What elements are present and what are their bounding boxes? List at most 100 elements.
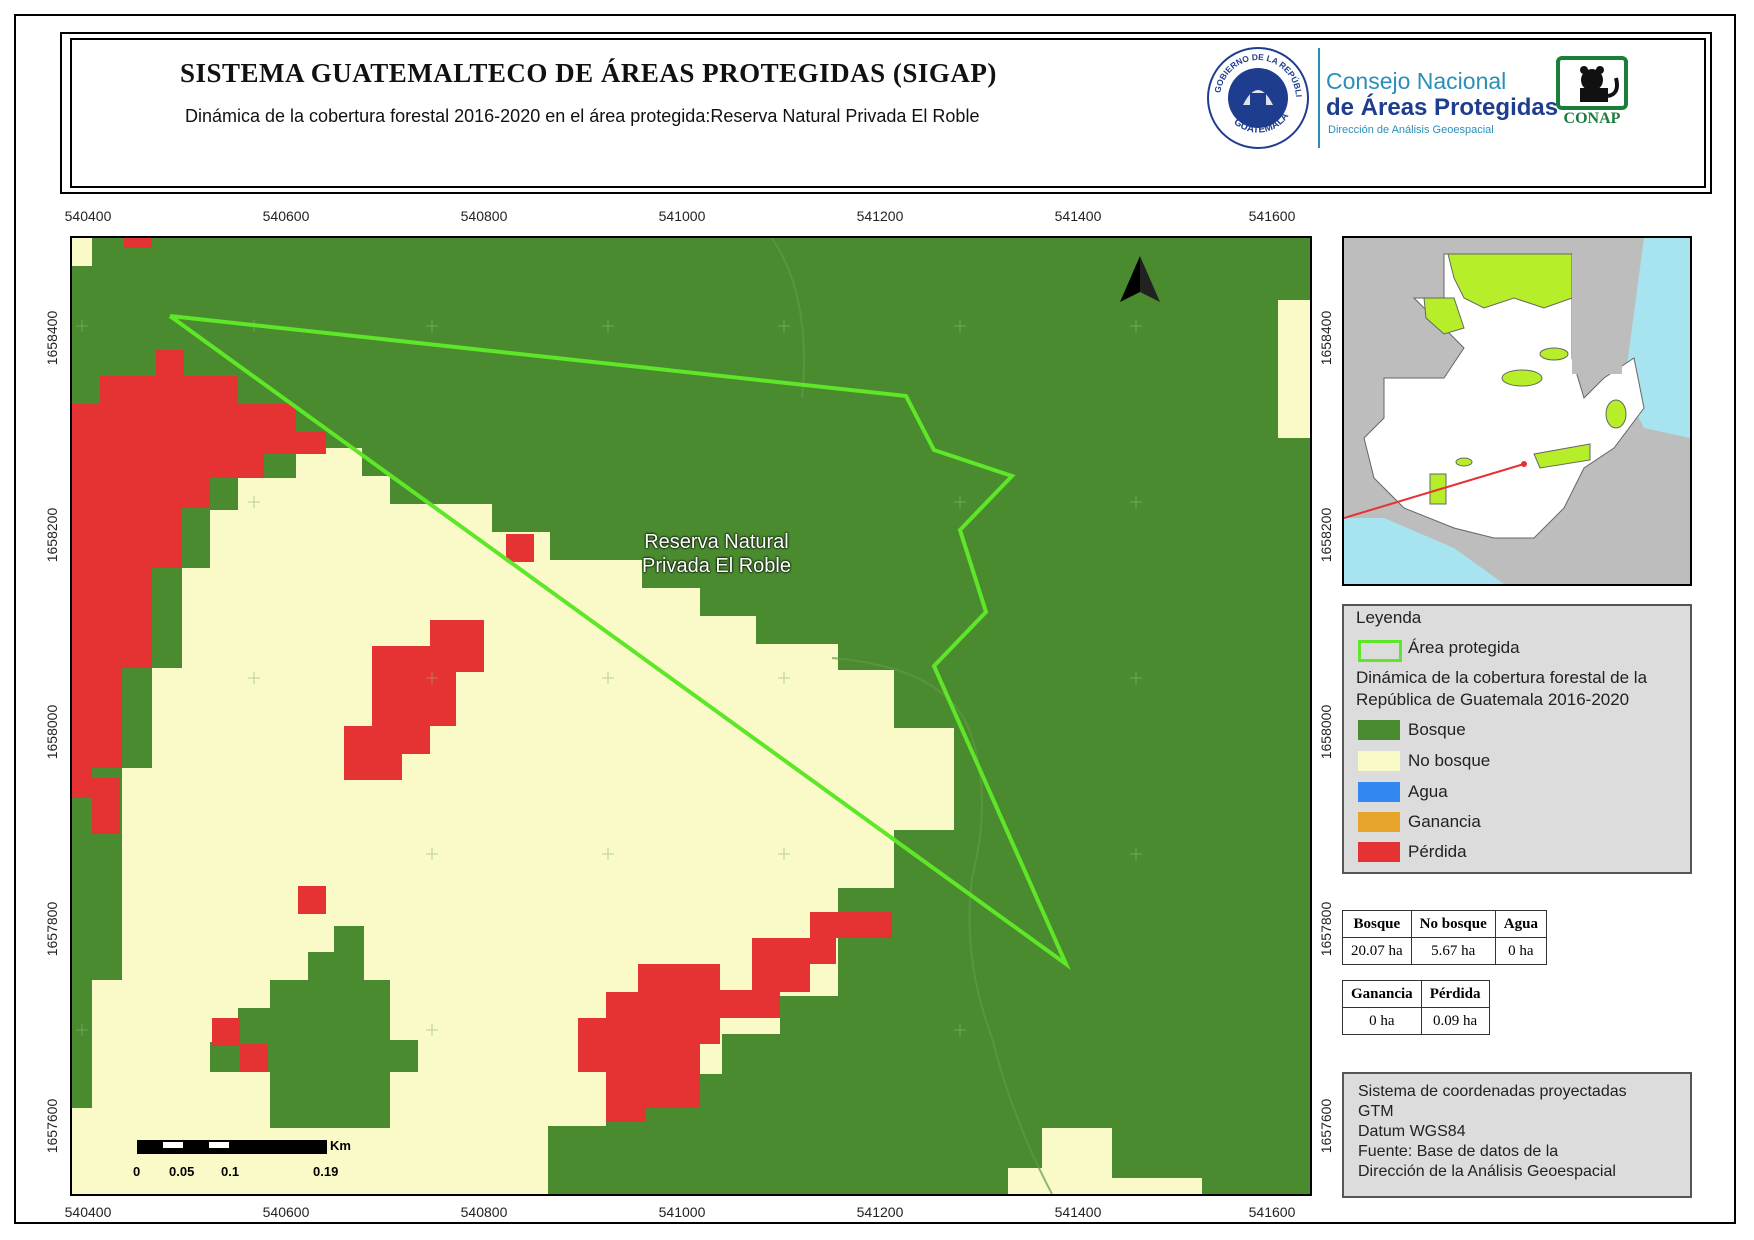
x-tick-top: 541400 <box>1054 208 1102 224</box>
stats-table-1: Bosque No bosque Agua 20.07 ha 5.67 ha 0… <box>1342 910 1547 965</box>
x-tick-top: 540800 <box>460 208 508 224</box>
locator-map-canvas <box>1344 238 1690 584</box>
stats-value: 5.67 ha <box>1410 937 1496 965</box>
x-tick-top: 541200 <box>856 208 904 224</box>
perdida-region <box>506 534 534 562</box>
y-tick-left: 1658200 <box>44 507 60 563</box>
stats-value: 20.07 ha <box>1342 937 1412 965</box>
note-line: Datum WGS84 <box>1358 1123 1466 1140</box>
conap-jaguar-logo <box>1556 56 1628 110</box>
stats-table-2: Ganancia Pérdida 0 ha 0.09 ha <box>1342 980 1490 1035</box>
legend-label: Agua <box>1408 782 1448 801</box>
y-tick-left: 1658000 <box>44 704 60 760</box>
scale-label: 0.1 <box>221 1164 240 1179</box>
header-box <box>70 38 1706 188</box>
y-tick-right: 1658400 <box>1318 310 1334 366</box>
x-tick-top: 541600 <box>1248 208 1296 224</box>
map-canvas <box>72 238 1310 1194</box>
y-tick-left: 1658400 <box>44 310 60 366</box>
conap-name-line1: Consejo Nacional <box>1326 68 1507 94</box>
legend-label: Bosque <box>1408 720 1466 739</box>
note-line: GTM <box>1358 1103 1394 1120</box>
area-label-line1: Reserva Natural <box>644 531 789 553</box>
perdida-region <box>124 238 152 248</box>
legend-swatch-area <box>1358 640 1402 662</box>
x-tick-top: 540400 <box>64 208 112 224</box>
scale-label: 0.19 <box>313 1164 339 1179</box>
stats-value: 0 ha <box>1494 937 1547 965</box>
perdida-region <box>240 1044 268 1072</box>
no-bosque-region <box>1008 1128 1202 1194</box>
legend-subtitle-line1: Dinámica de la cobertura forestal de la <box>1356 668 1648 687</box>
stats-header: Agua <box>1494 910 1547 938</box>
scale-unit: Km <box>330 1138 351 1153</box>
stats-header: Ganancia <box>1342 980 1422 1008</box>
perdida-region <box>344 620 484 780</box>
legend-swatch-bosque <box>1358 720 1400 740</box>
protected-areas <box>1423 253 1627 505</box>
bosque-patch <box>210 926 418 1128</box>
scale-label: 0 <box>133 1164 141 1179</box>
legend-label-area: Área protegida <box>1408 638 1520 657</box>
perdida-region <box>298 886 326 914</box>
locator-point <box>1521 461 1527 467</box>
legend-swatch-no-bosque <box>1358 751 1400 771</box>
ocean <box>1344 518 1504 584</box>
stats-value: 0 ha <box>1342 1007 1422 1035</box>
north-arrow-icon <box>1120 256 1160 302</box>
legend-swatch-perdida <box>1358 842 1400 862</box>
scale-label: 0.05 <box>169 1164 195 1179</box>
x-tick-bottom: 541400 <box>1054 1204 1102 1220</box>
perdida-region <box>72 350 326 798</box>
y-tick-left: 1657600 <box>44 1098 60 1154</box>
y-tick-left: 1657800 <box>44 901 60 957</box>
guatemala-shape <box>1363 253 1645 539</box>
perdida-region <box>578 912 892 1122</box>
scale-bar-graphic <box>137 1140 327 1154</box>
header-frame <box>60 32 1712 194</box>
stats-header: Bosque <box>1342 910 1412 938</box>
x-tick-bottom: 541200 <box>856 1204 904 1220</box>
perdida-region <box>92 778 120 834</box>
stats-header: Pérdida <box>1420 980 1490 1008</box>
page-frame <box>14 14 1736 1224</box>
north-label: N <box>1134 238 1147 241</box>
map-notes: Sistema de coordenadas proyectadas GTM D… <box>1342 1072 1692 1198</box>
legend-subtitle-line2: República de Guatemala 2016-2020 <box>1356 690 1630 709</box>
legend-label: No bosque <box>1408 751 1491 770</box>
legend-title: Leyenda <box>1356 608 1422 627</box>
conap-logo-text: CONAP <box>1563 110 1621 127</box>
x-tick-top: 540600 <box>262 208 310 224</box>
conap-name-line3: Dirección de Análisis Geoespacial <box>1328 124 1494 136</box>
locator-map[interactable] <box>1342 236 1692 586</box>
y-tick-right: 1657800 <box>1318 901 1334 957</box>
stats-header: No bosque <box>1410 910 1496 938</box>
legend-label: Pérdida <box>1408 842 1467 861</box>
no-bosque-region <box>1278 300 1310 438</box>
grid-crosses <box>76 320 1142 1036</box>
page-title: SISTEMA GUATEMALTECO DE ÁREAS PROTEGIDAS… <box>180 58 997 88</box>
legend-swatch-ganancia <box>1358 812 1400 832</box>
area-label: Reserva Natural Privada El Roble <box>642 530 791 578</box>
stats-value: 0.09 ha <box>1420 1007 1490 1035</box>
main-map[interactable]: N Reserva Natural Privada El Roble <box>70 236 1312 1196</box>
y-tick-right: 1658200 <box>1318 507 1334 563</box>
x-tick-bottom: 541600 <box>1248 1204 1296 1220</box>
x-tick-bottom: 540800 <box>460 1204 508 1220</box>
protected-area-outline <box>168 314 1071 970</box>
note-line: Sistema de coordenadas proyectadas <box>1358 1083 1627 1100</box>
legend: Leyenda Área protegida Dinámica de la co… <box>1342 604 1692 874</box>
x-tick-bottom: 540400 <box>64 1204 112 1220</box>
page-subtitle: Dinámica de la cobertura forestal 2016-2… <box>185 106 980 126</box>
x-tick-bottom: 540600 <box>262 1204 310 1220</box>
forest-cover-raster <box>72 238 1310 1194</box>
x-tick-top: 541000 <box>658 208 706 224</box>
x-tick-bottom: 541000 <box>658 1204 706 1220</box>
note-line: Fuente: Base de datos de la <box>1358 1143 1559 1160</box>
locator-line <box>1344 463 1525 519</box>
no-bosque-region <box>72 238 92 266</box>
legend-swatch-agua <box>1358 782 1400 802</box>
y-tick-right: 1658000 <box>1318 704 1334 760</box>
y-tick-right: 1657600 <box>1318 1098 1334 1154</box>
perdida-region <box>212 1018 240 1046</box>
